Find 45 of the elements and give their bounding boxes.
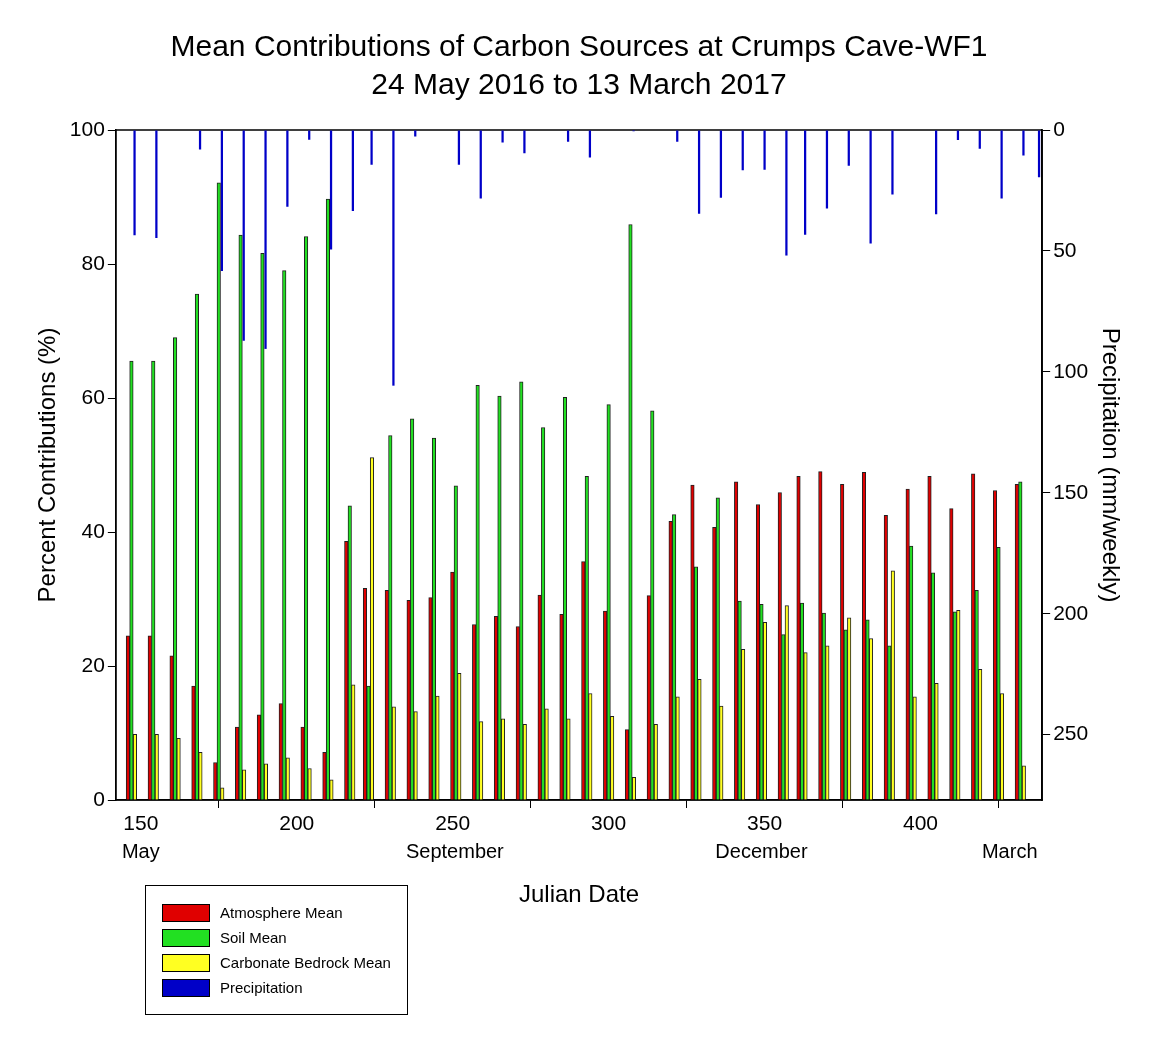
- bar: [286, 130, 289, 207]
- y2-tick-label: 150: [1053, 479, 1089, 503]
- x-tick-label: 400: [903, 811, 939, 835]
- y-tick-label: 100: [69, 116, 105, 140]
- y2-axis-title: Precipitation (mm/weekly): [1097, 327, 1125, 603]
- legend-label: Soil Mean: [220, 929, 287, 946]
- y-axis-title: Percent Contributions (%): [33, 327, 61, 603]
- legend-label: Carbonate Bedrock Mean: [220, 954, 391, 971]
- y-tick-label: 40: [81, 518, 105, 542]
- bar: [1022, 130, 1025, 156]
- y2-tick-label: 0: [1053, 116, 1065, 140]
- legend-label: Atmosphere Mean: [220, 904, 343, 921]
- y-tick-label: 0: [93, 786, 105, 810]
- chart-subtitle: 24 May 2016 to 13 March 2017: [371, 67, 787, 101]
- x-axis-title: Julian Date: [518, 880, 640, 908]
- bar: [785, 130, 788, 256]
- bar: [1000, 130, 1003, 199]
- bar: [891, 130, 894, 195]
- bar: [763, 130, 766, 170]
- bar: [133, 130, 136, 236]
- y2-tick-label: 50: [1053, 237, 1077, 261]
- text: September: [405, 839, 505, 862]
- x-tick-label: 300: [591, 811, 627, 835]
- y2-tick-label: 100: [1053, 358, 1089, 382]
- bar: [155, 130, 158, 239]
- y-tick-label: 60: [81, 384, 105, 408]
- bar: [370, 130, 373, 165]
- text: May: [121, 839, 160, 862]
- chart-title: Mean Contributions of Carbon Sources at Crumps Cave-WF1: [170, 29, 988, 63]
- bar: [392, 130, 395, 386]
- y-tick-label: 20: [81, 652, 105, 676]
- bar: [501, 130, 504, 143]
- bar: [869, 130, 872, 244]
- y2-tick-label: 200: [1053, 600, 1089, 624]
- bar: [264, 130, 267, 349]
- y-tick-label: 80: [81, 250, 105, 274]
- x-tick-label: 200: [279, 811, 315, 835]
- bar: [523, 130, 526, 154]
- y2-tick-label: 250: [1053, 721, 1089, 745]
- x-tick-label: 350: [747, 811, 783, 835]
- x-tick-label: 250: [435, 811, 471, 835]
- legend-label: Precipitation: [220, 979, 303, 996]
- text: December: [715, 839, 808, 862]
- text: March: [981, 839, 1038, 862]
- x-tick-label: 150: [123, 811, 159, 835]
